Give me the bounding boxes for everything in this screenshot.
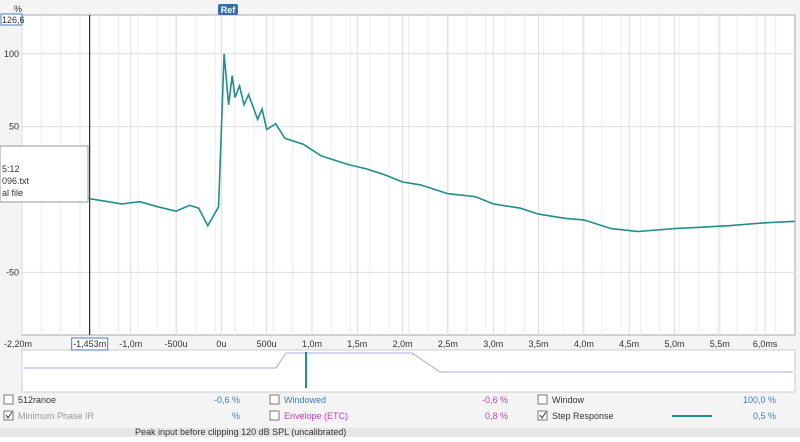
check-mark [539, 411, 547, 419]
x-tick-label: 2,5m [438, 339, 458, 349]
unit-label: % [14, 4, 22, 14]
x-tick-label: 5,0m [664, 339, 684, 349]
x-tick-label: 3,5m [529, 339, 549, 349]
legend-value: 100,0 % [743, 395, 776, 405]
x-tick-label: -500u [165, 339, 188, 349]
status-bar [0, 428, 800, 437]
legend-label: 512ranoe [18, 395, 56, 405]
x-tick-label: -1,0m [119, 339, 142, 349]
x-tick-label: 6,0ms [753, 339, 778, 349]
x-tick-label: 4,5m [619, 339, 639, 349]
legend-value: 0,5 % [753, 411, 776, 421]
y-tick-label: 100 [4, 49, 19, 59]
step-response-line [21, 53, 796, 233]
x-tick-label: 0u [216, 339, 226, 349]
x-tick-label: 500u [257, 339, 277, 349]
legend-label: Minimum Phase IR [18, 411, 95, 421]
checkbox[interactable] [269, 394, 280, 405]
ref-label: Ref [221, 5, 237, 15]
checkbox[interactable] [3, 394, 14, 405]
checkbox[interactable] [537, 410, 548, 421]
overview [21, 349, 796, 393]
y-tick-label: -50 [6, 267, 19, 277]
legend-value: -0,6 % [482, 395, 508, 405]
checkbox[interactable] [3, 410, 14, 421]
tooltip-line: 5:12 [2, 164, 20, 174]
x-tick-label: 1,5m [347, 339, 367, 349]
x-tick-label: -2,20m [4, 339, 32, 349]
checkbox[interactable] [269, 410, 280, 421]
x-tick-label: 2,0m [393, 339, 413, 349]
legend-label: Windowed [284, 395, 326, 405]
legend-label: Envelope (ETC) [284, 411, 348, 421]
window-shape [24, 352, 793, 373]
x-tick-label: 3,0m [483, 339, 503, 349]
legend-value: -0,6 % [214, 395, 240, 405]
ref-marker[interactable] [218, 4, 238, 15]
checkbox[interactable] [537, 394, 548, 405]
cursor-label: -1,453m [73, 339, 106, 349]
tooltip-line: al file [2, 188, 23, 198]
x-tick-label: 4,0m [574, 339, 594, 349]
x-tick-label: 1,0m [302, 339, 322, 349]
tooltip [0, 145, 89, 203]
check-mark [5, 411, 13, 419]
legend-label: Window [552, 395, 585, 405]
legend-value: % [232, 411, 240, 421]
status-text: Peak input before clipping 120 dB SPL (u… [135, 427, 346, 437]
top-label-box [0, 13, 23, 26]
legend-value: 0,8 % [485, 411, 508, 421]
y-tick-label: 50 [9, 122, 19, 132]
cursor-box[interactable] [71, 337, 109, 351]
legend-label: Step Response [552, 411, 614, 421]
x-tick-label: 5,5m [710, 339, 730, 349]
tooltip-line: 096.txt [2, 176, 30, 186]
top-label: 126,6 [2, 15, 25, 25]
